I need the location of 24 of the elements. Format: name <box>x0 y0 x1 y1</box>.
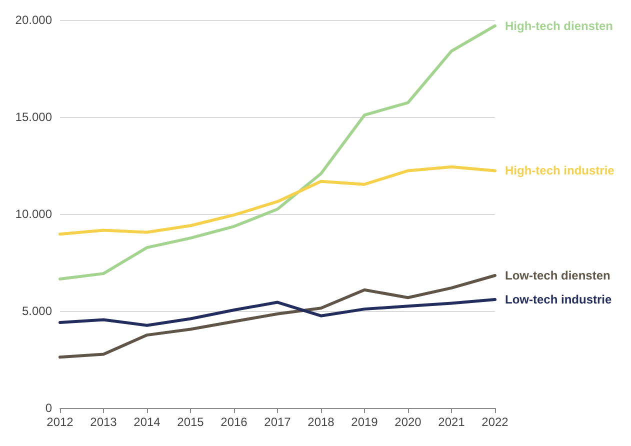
x-tick-label: 2014 <box>134 415 161 429</box>
x-tick-label: 2016 <box>220 415 248 429</box>
y-tick-label: 5.000 <box>22 304 52 318</box>
x-tick-label: 2013 <box>90 415 118 429</box>
y-tick-label: 0 <box>45 401 52 415</box>
y-tick-label: 20.000 <box>15 13 52 27</box>
line-series <box>58 298 496 327</box>
x-tick-label: 2015 <box>177 415 204 429</box>
series-label: Low-tech diensten <box>505 268 610 282</box>
x-tick-label: 2019 <box>351 415 378 429</box>
y-tick-label: 15.000 <box>15 110 52 124</box>
series-label: High-tech diensten <box>505 18 614 33</box>
line-series <box>58 274 496 359</box>
line-series <box>58 24 496 280</box>
x-tick-label: 2017 <box>264 415 292 429</box>
x-tick-label: 2020 <box>394 415 422 429</box>
line-series <box>58 165 496 236</box>
y-tick-label: 10.000 <box>15 207 52 221</box>
x-tick-label: 2022 <box>482 415 509 429</box>
series-label: Low-tech industrie <box>505 292 612 307</box>
x-tick-label: 2021 <box>438 415 466 429</box>
x-tick-label: 2018 <box>308 415 335 429</box>
x-tick-label: 2012 <box>46 415 74 429</box>
series-label: High-tech industrie <box>505 164 615 178</box>
